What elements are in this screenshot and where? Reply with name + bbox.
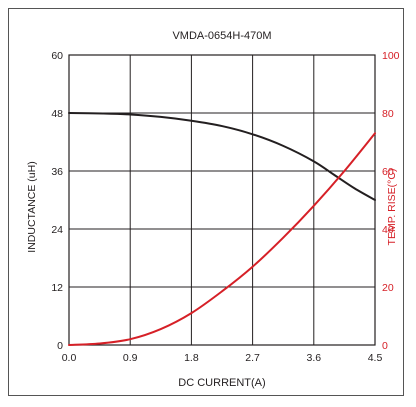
- chart-frame: VMDA-0654H-470M 0.0 0.9 1.8 2.7 3.6 4.5 0 12 24 3…: [8, 8, 404, 396]
- x-tick-label: 3.6: [306, 352, 321, 364]
- y-tick-label-right: 100: [382, 50, 400, 62]
- y-axis-label-left: INDUCTANCE (uH): [26, 161, 38, 252]
- series-layer: [68, 112, 376, 346]
- y-axis-label-right: TEMP. RISE(°C): [386, 169, 398, 246]
- y-tick-label-right: 40: [382, 224, 394, 236]
- temp-rise-curve: [68, 132, 376, 346]
- y-tick-label-left: 36: [51, 166, 63, 178]
- x-tick-label: 2.7: [245, 352, 260, 364]
- x-axis-label: DC CURRENT(A): [178, 377, 265, 389]
- x-tick-label: 0.0: [62, 352, 77, 364]
- grid-layer: [68, 54, 376, 346]
- y-tick-label-right: 0: [382, 340, 388, 352]
- inductance-curve: [68, 112, 376, 201]
- chart-title: VMDA-0654H-470M: [172, 30, 271, 42]
- y-tick-label-left: 60: [51, 50, 63, 62]
- x-tick-label: 4.5: [368, 352, 383, 364]
- chart-svg: VMDA-0654H-470M 0.0 0.9 1.8 2.7 3.6 4.5012243…: [26, 30, 400, 389]
- y-tick-label-right: 60: [382, 166, 394, 178]
- y-tick-label-left: 0: [57, 340, 63, 352]
- x-tick-label: 0.9: [123, 352, 138, 364]
- y-tick-label-left: 24: [51, 224, 63, 236]
- x-tick-label: 1.8: [184, 352, 199, 364]
- y-tick-label-right: 20: [382, 282, 394, 294]
- plot-border: [68, 54, 376, 346]
- y-tick-label-right: 80: [382, 108, 394, 120]
- y-tick-label-left: 48: [51, 108, 63, 120]
- tick-layer: 0.0 0.9 1.8 2.7 3.6 4.50122436486002040608010…: [51, 50, 399, 364]
- y-tick-label-left: 12: [51, 282, 63, 294]
